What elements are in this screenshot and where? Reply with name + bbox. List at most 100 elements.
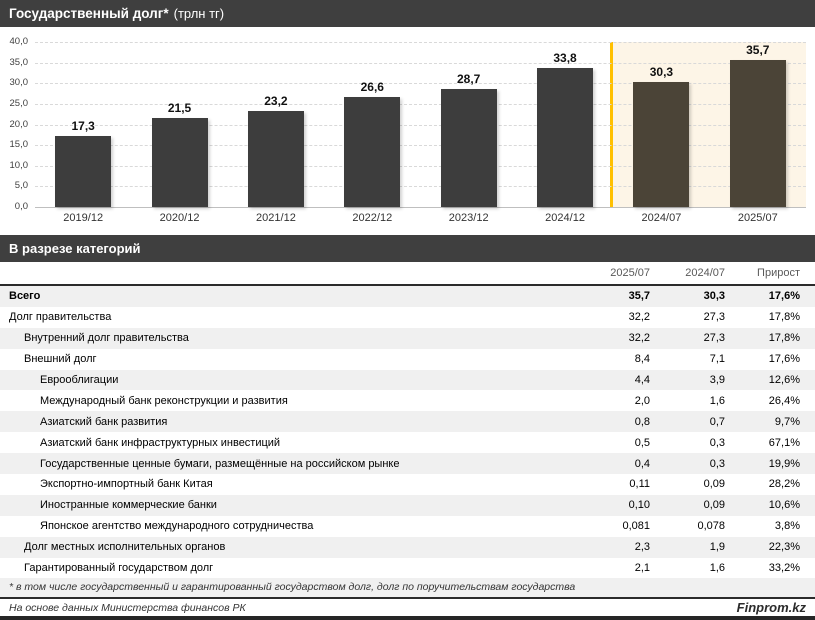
table-row: Азиатский банк развития 0,8 0,7 9,7% (0, 411, 815, 433)
row-value-2025-07: 2,3 (634, 541, 650, 554)
bottom-divider (0, 616, 815, 620)
row-value-2025-07: 35,7 (628, 290, 650, 303)
bar (151, 118, 208, 207)
table-row: Иностранные коммерческие банки 0,10 0,09 10… (0, 494, 815, 516)
row-value-growth: 17,8% (768, 311, 800, 324)
footer-bar: На основе данных Министерства финансов Р… (0, 599, 815, 616)
row-label: Экспортно-импортный банк Китая (40, 478, 213, 491)
row-value-growth: 3,8% (774, 520, 800, 533)
bar-value-label: 26,6 (360, 80, 384, 95)
row-value-growth: 33,2% (768, 562, 800, 575)
gridline (35, 186, 806, 188)
gridline (35, 83, 806, 85)
bar-value-label: 28,7 (457, 71, 481, 86)
row-value-2024-07: 0,078 (697, 520, 725, 533)
data-source-note: На основе данных Министерства финансов Р… (9, 601, 246, 614)
row-value-2024-07: 1,6 (709, 394, 725, 407)
row-label: Государственные ценные бумаги, размещённ… (40, 457, 400, 470)
x-tick-label: 2019/12 (63, 212, 104, 224)
x-tick-label: 2023/12 (448, 212, 489, 224)
column-header-growth: Прирост (757, 267, 800, 279)
row-value-2024-07: 0,3 (709, 457, 725, 470)
table-row: Долг местных исполнительных органов 2,3 1,… (0, 536, 815, 558)
x-tick-label: 2021/12 (256, 212, 296, 224)
gridline (35, 124, 806, 126)
row-label: Азиатский банк развития (40, 415, 168, 428)
finprom-brand: Finprom.kz (736, 600, 806, 616)
row-value-2024-07: 27,3 (703, 311, 725, 324)
page-title: Государственный долг* (9, 6, 169, 21)
row-value-growth: 17,6% (768, 290, 800, 303)
table-row: Экспортно-импортный банк Китая 0,11 0,09 28… (0, 474, 815, 495)
y-tick-label: 40,0 (9, 36, 29, 47)
gridline (35, 42, 806, 43)
y-tick-label: 25,0 (9, 97, 29, 109)
table-row: Долг правительства 32,2 27,3 17,8% (0, 307, 815, 328)
row-value-2024-07: 0,09 (703, 478, 725, 491)
bar-value-label: 23,2 (264, 94, 288, 109)
bar-value-label: 21,5 (167, 101, 192, 116)
row-value-2025-07: 32,2 (628, 332, 650, 345)
bar (633, 82, 690, 207)
row-label: Внутренний долг правительства (24, 332, 189, 345)
row-value-growth: 9,7% (774, 415, 800, 428)
chart-title-bar: Государственный долг* (трлн тг) (0, 0, 815, 27)
table-row: Государственные ценные бумаги, размещённ… (0, 453, 815, 475)
row-label: Международный банк реконструкции и разви… (40, 394, 288, 407)
row-value-2025-07: 0,5 (634, 436, 650, 449)
row-value-growth: 12,6% (768, 374, 800, 386)
page-title-units: (трлн тг) (173, 6, 225, 21)
row-value-growth: 19,9% (768, 457, 800, 470)
table-row: Гарантированный государством долг 2,1 1,6 3… (0, 558, 815, 579)
table-row: Международный банк реконструкции и разви… (0, 390, 815, 411)
x-tick-label: 2022/12 (352, 212, 393, 224)
y-tick-label: 10,0 (9, 159, 29, 171)
row-value-2024-07: 1,9 (709, 541, 725, 554)
footnote: * в том числе государственный и гарантир… (0, 578, 815, 600)
row-value-2025-07: 32,2 (628, 311, 650, 324)
x-tick-label: 2024/07 (641, 212, 682, 224)
row-label: Долг местных исполнительных органов (24, 541, 226, 554)
row-value-2025-07: 8,4 (634, 353, 650, 366)
row-value-2024-07: 27,3 (703, 332, 725, 345)
row-value-2025-07: 0,4 (634, 457, 650, 470)
row-label: Всего (9, 290, 41, 303)
table-row: Внешний долг 8,4 7,1 17,6% (0, 349, 815, 370)
row-label: Японское агентство международного сотруд… (40, 520, 314, 533)
y-tick-label: 35,0 (9, 56, 29, 68)
row-label: Иностранные коммерческие банки (40, 499, 217, 512)
table-row: Азиатский банк инфраструктурных инвестиц… (0, 432, 815, 453)
bar-value-label: 35,7 (746, 42, 770, 57)
row-value-2025-07: 2,1 (634, 562, 650, 575)
table-row: Всего 35,7 30,3 17,6% (0, 286, 815, 307)
gridline (35, 103, 806, 105)
section-title-bar: В разрезе категорий (0, 235, 815, 262)
bar (344, 97, 401, 207)
bar (537, 67, 594, 207)
row-value-2025-07: 0,10 (628, 499, 650, 512)
x-tick-label: 2024/12 (545, 212, 585, 224)
row-value-2025-07: 0,081 (622, 520, 650, 533)
y-tick-label: 0,0 (14, 201, 28, 212)
row-value-2025-07: 0,11 (629, 478, 650, 491)
bar-value-label: 30,3 (649, 65, 674, 79)
row-label: Внешний долг (24, 353, 97, 366)
row-value-2024-07: 7,1 (709, 353, 725, 366)
row-value-growth: 67,1% (768, 436, 800, 449)
gridline (35, 165, 806, 167)
y-tick-label: 15,0 (9, 139, 29, 151)
row-value-2024-07: 3,9 (709, 374, 725, 386)
gridline (35, 62, 806, 64)
row-label: Азиатский банк инфраструктурных инвестиц… (40, 436, 281, 449)
row-label: Гарантированный государством долг (24, 562, 214, 575)
row-value-growth: 17,6% (768, 353, 800, 366)
row-value-2024-07: 0,3 (709, 436, 725, 449)
debt-bar-chart: 40,0 35,0 30,0 25,0 20,0 15,0 10,0 5,0 0,0 17,3 20… (0, 27, 815, 235)
row-value-2024-07: 1,6 (709, 562, 725, 575)
row-value-growth: 17,8% (768, 332, 800, 345)
row-value-growth: 22,3% (768, 541, 800, 554)
bar (729, 59, 786, 207)
y-tick-label: 20,0 (9, 118, 29, 130)
row-label: Долг правительства (9, 311, 112, 324)
row-value-2024-07: 0,7 (709, 415, 725, 428)
